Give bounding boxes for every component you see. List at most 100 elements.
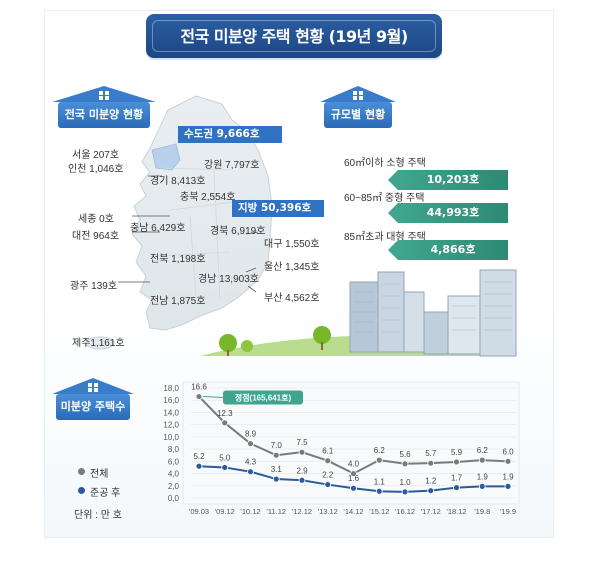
region-sejong: 세종 0호 (78, 214, 114, 225)
house-icon (52, 378, 134, 394)
y-tick-label: 18,0 (163, 384, 179, 393)
data-label: 7.0 (271, 441, 283, 450)
y-tick-label: 2,0 (168, 482, 180, 491)
data-point (195, 462, 203, 470)
region-incheon: 인천 1,046호 (68, 164, 124, 175)
x-tick-label: '13.12 (318, 507, 338, 516)
data-point (504, 482, 512, 490)
data-label: 16.6 (191, 383, 207, 392)
legend-completed-label: 준공 후 (90, 488, 121, 499)
data-label: 2.2 (322, 471, 334, 480)
data-label: 12.3 (217, 409, 233, 418)
data-label: 6.0 (502, 447, 514, 456)
data-label: 1.9 (502, 472, 514, 481)
data-point (350, 470, 357, 477)
region-daegu: 대구 1,550호 (264, 239, 320, 250)
house-icon (52, 86, 156, 102)
data-point (478, 482, 486, 490)
data-label: 1.0 (399, 478, 411, 487)
region-chungbuk: 충북 2,554호 (180, 192, 236, 203)
data-point (247, 440, 254, 448)
x-tick-label: '14.12 (343, 507, 363, 516)
region-gyeongnam: 경남 13,903호 (198, 274, 259, 285)
data-point (427, 459, 435, 467)
house-icon (320, 86, 396, 102)
data-label: 6.1 (322, 447, 334, 456)
legend-total-marker (78, 468, 85, 475)
y-tick-label: 14,0 (163, 408, 179, 417)
data-point (375, 456, 383, 464)
x-tick-label: '09.03 (189, 507, 209, 516)
data-point (195, 393, 203, 400)
section-count-house: 미분양 주택수 (52, 378, 134, 424)
data-point (272, 451, 280, 459)
data-point (453, 484, 460, 492)
y-tick-label: 6,0 (168, 457, 180, 466)
legend-completed-marker (78, 487, 85, 494)
y-tick-label: 16,0 (163, 396, 179, 405)
region-jeonbuk: 전북 1,198호 (150, 254, 206, 265)
data-label: 5.9 (451, 448, 463, 457)
data-label: 5.2 (193, 452, 205, 461)
region-daejeon: 대전 964호 (72, 231, 120, 242)
region-gwangju: 광주 139호 (70, 281, 118, 292)
buildings-illustration (349, 269, 517, 357)
y-tick-label: 4,0 (168, 470, 180, 479)
section-size-house: 규모별 현황 (320, 86, 396, 132)
region-jeonnam: 전남 1,875호 (150, 296, 206, 307)
x-tick-label: '12.12 (292, 507, 312, 516)
size-medium-label: 60~85㎡ 중형 주택 (344, 193, 425, 204)
peak-annotation-box (223, 390, 303, 405)
region-chungnam: 충남 6,429호 (130, 223, 186, 234)
data-point (375, 487, 383, 495)
peak-annotation: 정점(165,641호) (235, 393, 292, 403)
data-label: 1.9 (477, 472, 489, 481)
x-tick-label: '19.9 (500, 507, 516, 516)
page-title: 전국 미분양 주택 현황 (19년 9월) (152, 20, 436, 52)
region-gyeongbuk: 경북 6,919호 (210, 226, 266, 237)
section-count-label: 미분양 주택수 (56, 394, 130, 420)
section-national-label: 전국 미분양 현황 (58, 102, 150, 128)
y-tick-label: 0,0 (168, 494, 180, 503)
data-label: 1.1 (374, 477, 386, 486)
title-banner: 전국 미분양 주택 현황 (19년 9월) (146, 14, 442, 58)
data-label: 6.2 (477, 446, 489, 455)
data-point (221, 419, 229, 427)
provincial-callout: 지방 50,396호 (232, 200, 324, 217)
data-label: 2.9 (296, 466, 308, 475)
data-point (427, 487, 435, 495)
x-tick-label: '16.12 (395, 507, 415, 516)
data-label: 5.6 (399, 450, 411, 459)
x-tick-label: '09.12 (215, 507, 235, 516)
data-label: 7.5 (296, 438, 308, 447)
data-point (478, 456, 486, 464)
data-point (504, 457, 512, 465)
data-label: 5.7 (425, 449, 437, 458)
data-point (324, 481, 332, 488)
x-tick-label: '10.12 (240, 507, 260, 516)
data-point (401, 460, 409, 468)
data-label: 1.7 (451, 474, 463, 483)
size-large-value: 4,866호 (398, 240, 508, 260)
region-busan: 부산 4,562호 (264, 293, 320, 304)
data-label: 4.0 (348, 460, 360, 469)
data-point (350, 484, 357, 492)
data-label: 5.0 (219, 453, 231, 462)
y-tick-label: 10,0 (163, 433, 179, 442)
x-tick-label: '11.12 (266, 507, 286, 516)
capital-callout: 수도권 9,666호 (178, 126, 282, 143)
region-gangwon: 강원 7,797호 (204, 160, 260, 171)
data-point (324, 457, 332, 465)
y-tick-label: 8,0 (168, 445, 180, 454)
size-small-label: 60㎡이하 소형 주택 (344, 158, 426, 169)
size-large-label: 85㎡초과 대형 주택 (344, 232, 426, 243)
data-point (298, 448, 306, 456)
legend-total-label: 전체 (90, 469, 109, 480)
data-point (221, 464, 229, 471)
y-tick-label: 12,0 (163, 421, 179, 430)
legend-unit: 단위 : 만 호 (74, 510, 122, 521)
x-tick-label: '19.8 (474, 507, 490, 516)
data-point (453, 458, 460, 466)
